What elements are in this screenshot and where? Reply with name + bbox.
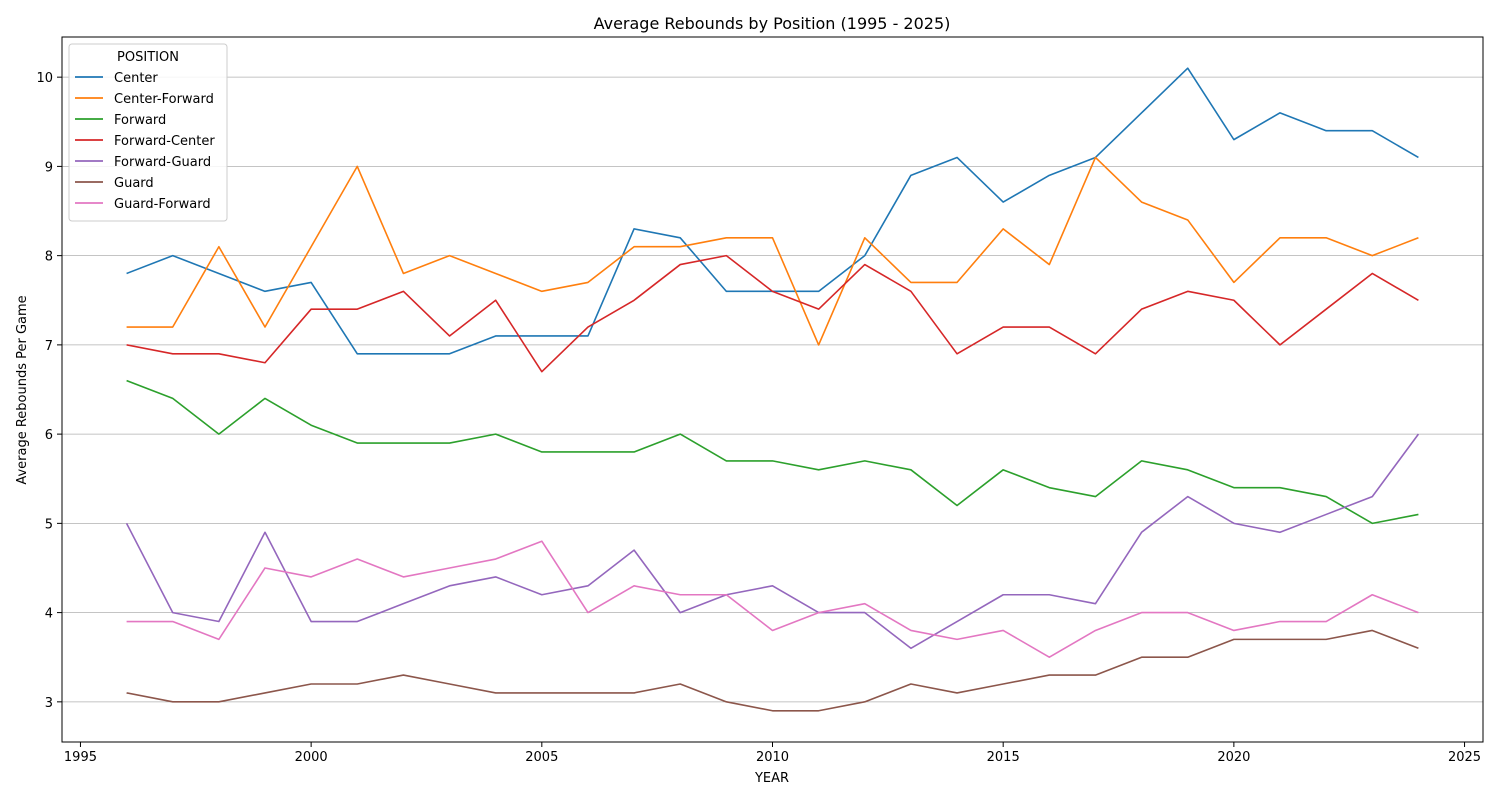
series-line-guard: [126, 629, 1419, 712]
y-axis-label: Average Rebounds Per Game: [15, 295, 30, 484]
series-line-center: [126, 67, 1419, 355]
legend-label-forward-center: Forward-Center: [114, 134, 215, 149]
y-tick-label-9: 9: [45, 160, 53, 175]
series-line-forward-guard: [125, 433, 1420, 650]
y-tick-label-7: 7: [45, 339, 53, 354]
x-tick-label-1995: 1995: [64, 750, 97, 765]
series-line-forward-center: [126, 254, 1419, 373]
y-tick-label-4: 4: [45, 607, 53, 622]
x-tick-label-2005: 2005: [525, 750, 558, 765]
x-axis: 1995 2000 2005 2010 2015 2020 2025: [64, 742, 1481, 765]
legend-title: POSITION: [117, 50, 179, 65]
chart-title: Average Rebounds by Position (1995 - 202…: [594, 14, 951, 33]
y-tick-label-6: 6: [45, 428, 53, 443]
x-tick-label-2010: 2010: [756, 750, 789, 765]
legend-box: [68, 43, 228, 222]
series-line-forward: [126, 379, 1419, 525]
legend-label-guard: Guard: [114, 176, 154, 191]
x-tick-label-2000: 2000: [295, 750, 328, 765]
y-tick-label-3: 3: [45, 696, 53, 711]
series-group: [125, 67, 1420, 712]
series-line-center-forward: [126, 156, 1419, 346]
y-tick-label-8: 8: [45, 250, 53, 265]
legend: POSITION Center Center-Forward Forward Forwa…: [68, 43, 228, 222]
x-axis-label: YEAR: [754, 771, 789, 786]
x-tick-label-2020: 2020: [1217, 750, 1250, 765]
legend-label-center: Center: [114, 71, 158, 86]
legend-label-guard-forward: Guard-Forward: [114, 197, 211, 212]
x-tick-label-2015: 2015: [987, 750, 1020, 765]
series-line-guard-forward: [126, 540, 1419, 659]
plot-frame: [61, 36, 1484, 743]
y-axis: 3 4 5 6 7 8 9 10: [36, 71, 62, 711]
grid-lines: [62, 76, 1483, 703]
legend-label-forward: Forward: [114, 113, 166, 128]
y-tick-label-5: 5: [45, 517, 53, 532]
legend-label-forward-guard: Forward-Guard: [114, 155, 211, 170]
x-tick-label-2025: 2025: [1448, 750, 1481, 765]
legend-label-center-forward: Center-Forward: [114, 92, 214, 107]
y-tick-label-10: 10: [36, 71, 53, 86]
